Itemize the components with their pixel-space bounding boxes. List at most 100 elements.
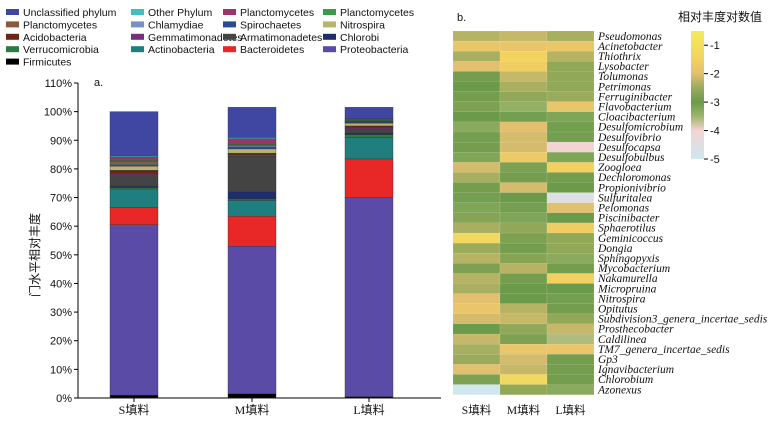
x-category-label: L填料 <box>353 403 384 417</box>
heatmap-cell <box>546 152 595 163</box>
bar-segment <box>109 165 159 171</box>
heatmap-cell <box>499 333 548 345</box>
genus-label: TM7_genera_incertae_sedis <box>598 344 730 356</box>
heatmap-cell <box>452 293 501 305</box>
genus-label: Lysobacter <box>597 61 649 73</box>
heatmap-cell <box>452 91 501 103</box>
legend-swatch <box>223 21 236 28</box>
heatmap-cell <box>546 222 595 234</box>
legend-label: Planctomycetes <box>340 7 414 19</box>
heatmap-cell <box>546 293 595 305</box>
colorbar-gradient <box>691 31 704 159</box>
heatmap-cell <box>546 354 595 365</box>
genus-label: Desulfomicrobium <box>597 122 683 134</box>
legend-label: Proteobacteria <box>340 44 408 56</box>
legend-swatch <box>323 33 336 40</box>
genus-label: Piscinibacter <box>597 213 660 225</box>
heatmap-cell <box>546 333 595 345</box>
heatmap-cell <box>452 61 501 72</box>
heatmap-cell <box>499 101 548 113</box>
bar-segment <box>109 174 159 187</box>
bar-segment <box>227 144 277 147</box>
legend-label: Actinobacteria <box>148 44 215 56</box>
heatmap-cell <box>546 91 595 103</box>
heatmap-cell <box>546 364 595 375</box>
heatmap-cell <box>499 121 548 133</box>
bar-segment <box>227 154 277 157</box>
heatmap-column-labels: S填料 M填料 L填料 <box>462 403 586 417</box>
bar-segment <box>344 396 394 399</box>
legend-label: Spirochaetes <box>240 19 301 31</box>
bars <box>109 107 394 399</box>
heatmap-cell <box>499 374 548 385</box>
y-tick-label: 30% <box>50 307 72 319</box>
x-category-label: M填料 <box>235 403 270 417</box>
genus-label: Caldilinea <box>598 334 647 346</box>
bar-segment <box>227 198 277 201</box>
bar-segment <box>109 162 159 165</box>
legend-swatch <box>323 46 336 53</box>
heatmap-cell <box>546 61 595 72</box>
heatmap-cell <box>452 374 501 385</box>
legend-swatch <box>131 46 144 53</box>
legend-label: Acidobacteria <box>23 32 87 44</box>
bar-segment <box>109 157 159 161</box>
heatmap-cell <box>452 40 501 52</box>
heatmap-cell <box>499 323 548 335</box>
genus-label: Geminicoccus <box>598 233 664 245</box>
legend-label: Armatimonadetes <box>240 32 322 44</box>
bar-segment <box>227 138 277 144</box>
y-tick-label: 80% <box>50 164 72 176</box>
legend-swatch <box>223 33 236 40</box>
heatmap-cell <box>452 111 501 123</box>
legend-swatch <box>323 9 336 15</box>
heatmap-cell <box>499 192 548 204</box>
bar-segment <box>227 137 277 140</box>
heatmap-cell <box>499 283 548 294</box>
bar-segment <box>227 155 277 193</box>
heatmap-cell <box>546 141 595 153</box>
genus-label: Pseudomonas <box>597 31 662 43</box>
heatmap-cell <box>452 364 501 375</box>
bar-segment <box>227 393 277 399</box>
bar-segment <box>227 145 277 148</box>
y-tick-label: 40% <box>50 278 72 290</box>
heatmap-cell <box>452 152 501 163</box>
genus-label: Tolumonas <box>598 71 649 83</box>
heatmap-cell <box>546 101 595 113</box>
genus-label: Petrimonas <box>597 81 652 93</box>
heatmap-cell <box>452 242 501 254</box>
y-axis-label: 门水平相对丰度 <box>27 213 42 297</box>
genus-label: Mycobacterium <box>597 263 670 275</box>
heatmap-cell <box>499 384 548 395</box>
colorbar-tick-label: -2 <box>710 69 720 81</box>
genus-labels: PseudomonasAcinetobacterThiothrixLysobac… <box>597 31 768 396</box>
bar-segment <box>109 224 159 396</box>
heatmap-cell <box>546 172 595 183</box>
bar-segment <box>109 111 159 157</box>
heatmap-cell <box>499 202 548 214</box>
bar-segment <box>227 142 277 145</box>
y-tick-label: 50% <box>50 250 72 262</box>
legend-label: Chlorobi <box>340 32 379 44</box>
heatmap-cell <box>452 131 501 143</box>
heatmap-cell <box>546 384 595 395</box>
panel-label-b: b. <box>457 12 466 24</box>
heatmap-cell <box>499 71 548 82</box>
genus-label: Cloacibacterium <box>598 112 675 124</box>
heatmap-cell <box>452 253 501 264</box>
genus-label: Subdivision3_genera_incertae_sedis <box>598 314 768 326</box>
legend-label: Firmicutes <box>23 57 71 69</box>
bar-segment <box>109 394 159 399</box>
heatmap-cell <box>546 162 595 173</box>
heatmap-cell <box>546 51 595 62</box>
genus-label: Flavobacterium <box>597 102 671 114</box>
legend-swatch <box>6 46 19 53</box>
heatmap-cell <box>452 303 501 315</box>
heatmap-cell <box>452 182 501 193</box>
bar-segment <box>109 185 159 188</box>
heatmap-cell <box>546 242 595 254</box>
heatmap-cell <box>546 283 595 294</box>
heatmap-cell <box>499 212 548 224</box>
genus-label: Acinetobacter <box>597 41 663 53</box>
